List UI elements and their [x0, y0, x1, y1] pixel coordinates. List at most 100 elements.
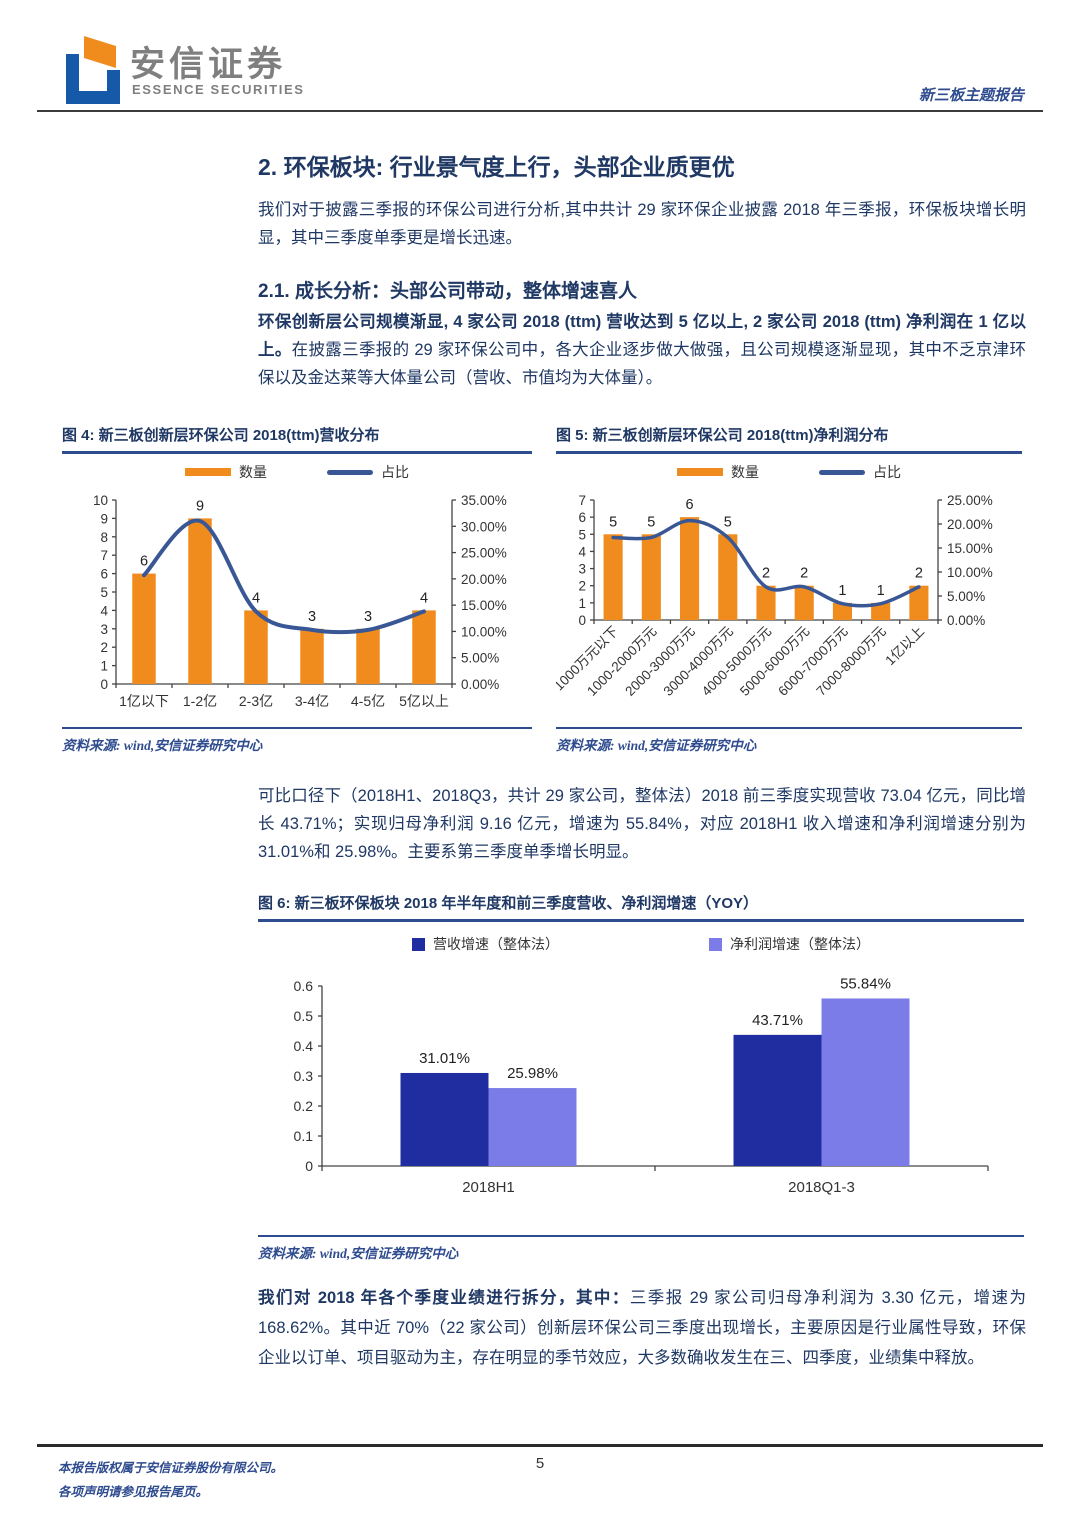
- figure-4-legend: 数量 占比: [62, 462, 532, 482]
- intro-paragraph: 我们对于披露三季报的环保公司进行分析,其中共计 29 家环保企业披露 2018 …: [258, 201, 1026, 247]
- svg-text:55.84%: 55.84%: [840, 975, 891, 992]
- figure-6-legend: 营收增速（整体法） 净利润增速（整体法）: [258, 934, 1024, 954]
- logo-blue-frame: [66, 54, 120, 104]
- lead-bold-text: 环保创新层公司规模渐显, 4 家公司 2018 (ttm) 营收达到 5 亿以上…: [258, 313, 1026, 359]
- legend-item-bars: 数量: [185, 462, 267, 482]
- svg-text:5: 5: [100, 585, 108, 600]
- logo-orange-flap: [84, 36, 116, 68]
- svg-text:5: 5: [724, 514, 732, 530]
- svg-text:6: 6: [100, 567, 108, 582]
- figure-6-chart: 0 0.1 0.2 0.3 0.4 0.5 0.6 31.01% 25.98% 2018H1 43.…: [294, 975, 989, 1196]
- svg-text:20.00%: 20.00%: [947, 517, 993, 532]
- brand-name-en: ESSENCE SECURITIES: [132, 82, 305, 97]
- svg-text:30.00%: 30.00%: [461, 519, 507, 534]
- figure-6-source: 资料来源: wind,安信证券研究中心: [258, 1235, 1024, 1262]
- square-swatch: [709, 937, 722, 951]
- svg-text:2-3亿: 2-3亿: [239, 693, 273, 709]
- svg-text:25.00%: 25.00%: [461, 546, 507, 561]
- svg-text:7: 7: [578, 493, 586, 508]
- svg-text:0.3: 0.3: [294, 1068, 314, 1084]
- svg-text:5.00%: 5.00%: [461, 651, 499, 666]
- report-type-label: 新三板主题报告: [918, 88, 1024, 104]
- footer-line1: 本报告版权属于安信证券股份有限公司。: [58, 1461, 284, 1475]
- svg-text:2: 2: [800, 566, 808, 582]
- closing-paragraph: 我们对 2018 年各个季度业绩进行拆分，其中：三季报 29 家公司归母净利润为…: [258, 1283, 1026, 1373]
- svg-text:4: 4: [578, 544, 586, 559]
- svg-text:2: 2: [915, 566, 923, 582]
- svg-text:3: 3: [100, 622, 108, 637]
- svg-text:2: 2: [578, 579, 586, 594]
- svg-text:6: 6: [686, 497, 694, 513]
- svg-text:5: 5: [647, 514, 655, 530]
- svg-text:0.1: 0.1: [294, 1128, 314, 1144]
- svg-text:31.01%: 31.01%: [419, 1050, 470, 1067]
- legend-label: 数量: [239, 464, 267, 480]
- svg-text:3: 3: [308, 609, 316, 625]
- legend-label: 净利润增速（整体法）: [730, 936, 870, 952]
- footer-rule: [37, 1444, 1043, 1447]
- svg-text:2: 2: [762, 566, 770, 582]
- bar-swatch: [185, 468, 231, 476]
- svg-text:6: 6: [578, 510, 586, 525]
- svg-text:0.00%: 0.00%: [947, 613, 985, 628]
- line-swatch: [819, 469, 865, 475]
- footer-line2: 各项声明请参见报告尾页。: [58, 1485, 209, 1499]
- svg-text:15.00%: 15.00%: [947, 541, 993, 556]
- figure-4-title: 图 4: 新三板创新层环保公司 2018(ttm)营收分布: [62, 424, 532, 454]
- svg-text:9: 9: [196, 498, 204, 514]
- svg-text:4: 4: [420, 590, 428, 606]
- legend-item-line: 占比: [819, 462, 901, 482]
- svg-text:0: 0: [100, 677, 108, 692]
- svg-text:0.00%: 0.00%: [461, 677, 499, 692]
- line-swatch: [327, 469, 373, 475]
- svg-text:5: 5: [609, 514, 617, 530]
- lead-paragraph: 环保创新层公司规模渐显, 4 家公司 2018 (ttm) 营收达到 5 亿以上…: [258, 308, 1026, 392]
- svg-text:35.00%: 35.00%: [461, 493, 507, 508]
- closing-rest-text: 三季报 29 家公司归母净利润为 3.30 亿元，增速为 168.62%。其中近…: [258, 1289, 1026, 1367]
- svg-text:15.00%: 15.00%: [461, 598, 507, 613]
- legend-label: 营收增速（整体法）: [433, 936, 559, 952]
- svg-text:2: 2: [100, 640, 108, 655]
- svg-text:3: 3: [364, 609, 372, 625]
- figure-4-source: 资料来源: wind,安信证券研究中心: [62, 727, 532, 754]
- legend-label: 占比: [873, 464, 901, 480]
- lead-rest-text: 在披露三季报的 29 家环保公司中，各大企业逐步做大做强，且公司规模逐渐显现，其…: [258, 341, 1027, 387]
- svg-text:4: 4: [100, 603, 108, 618]
- svg-text:1亿以下: 1亿以下: [119, 693, 169, 709]
- svg-text:3: 3: [578, 562, 586, 577]
- svg-text:0.6: 0.6: [294, 978, 314, 994]
- section-title: 2. 环保板块: 行业景气度上行，头部企业质更优: [258, 154, 735, 180]
- figure-6-title: 图 6: 新三板环保板块 2018 年半年度和前三季度营收、净利润增速（YOY）: [258, 892, 1024, 922]
- svg-text:10.00%: 10.00%: [947, 565, 993, 580]
- svg-text:25.00%: 25.00%: [947, 493, 993, 508]
- brand-name-cn: 安信证券: [130, 45, 287, 84]
- svg-text:25.98%: 25.98%: [507, 1065, 558, 1082]
- legend-label: 占比: [381, 464, 409, 480]
- figure-4-chart: 0 1 2 3 4 5 6 7 8 9 10 0.00% 5.00% 10.00% 15.00% 20.00%…: [93, 493, 507, 709]
- figure-5-title: 图 5: 新三板创新层环保公司 2018(ttm)净利润分布: [556, 424, 1022, 454]
- svg-text:3-4亿: 3-4亿: [295, 693, 329, 709]
- svg-text:2018H1: 2018H1: [462, 1179, 515, 1196]
- svg-text:0: 0: [578, 613, 586, 628]
- figure-5: 图 5: 新三板创新层环保公司 2018(ttm)净利润分布 数量 占比 0 1 2…: [556, 424, 1022, 754]
- figure-4: 图 4: 新三板创新层环保公司 2018(ttm)营收分布 数量 占比 0 1 2 3…: [62, 424, 532, 754]
- subsection-title: 2.1. 成长分析：头部公司带动，整体增速喜人: [258, 281, 637, 302]
- figure-5-legend: 数量 占比: [556, 462, 1022, 482]
- figure-6: 图 6: 新三板环保板块 2018 年半年度和前三季度营收、净利润增速（YOY）…: [258, 892, 1024, 1262]
- legend-item-revenue-growth: 营收增速（整体法）: [412, 934, 559, 954]
- legend-item-profit-growth: 净利润增速（整体法）: [709, 934, 870, 954]
- svg-text:6: 6: [140, 554, 148, 570]
- figure-5-chart: 0 1 2 3 4 5 6 7 0.00% 5.00% 10.00% 15.00% 20.00% 25.0…: [556, 493, 993, 699]
- svg-text:10.00%: 10.00%: [461, 624, 507, 639]
- svg-text:7000-8000万元: 7000-8000万元: [813, 624, 888, 699]
- svg-text:2018Q1-3: 2018Q1-3: [788, 1179, 855, 1196]
- svg-text:5: 5: [578, 527, 586, 542]
- closing-bold-text: 我们对 2018 年各个季度业绩进行拆分，其中：: [258, 1289, 630, 1307]
- legend-label: 数量: [731, 464, 759, 480]
- svg-text:10: 10: [93, 493, 108, 508]
- legend-item-line: 占比: [327, 462, 409, 482]
- svg-text:9: 9: [100, 511, 108, 526]
- svg-text:0.5: 0.5: [294, 1008, 314, 1024]
- figure-5-source: 资料来源: wind,安信证券研究中心: [556, 727, 1022, 754]
